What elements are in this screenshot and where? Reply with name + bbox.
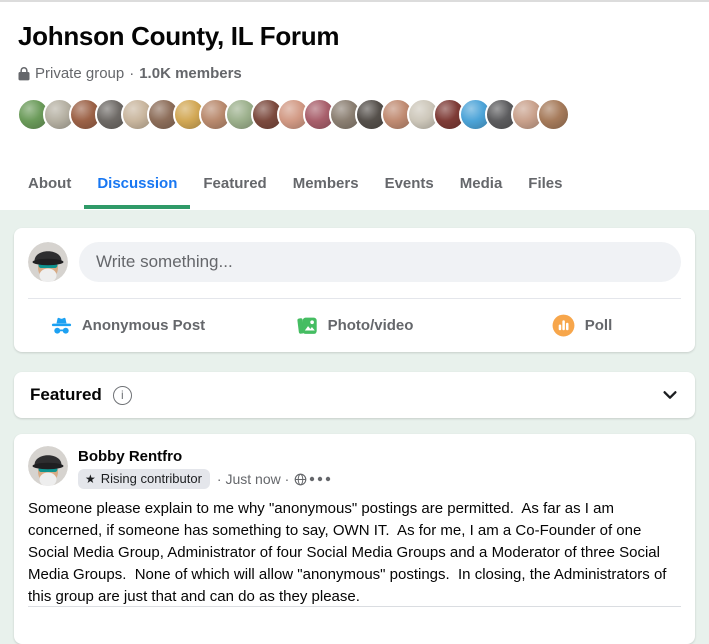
- timestamp-text: · Just now ·: [216, 471, 290, 487]
- tab-featured[interactable]: Featured: [203, 175, 267, 192]
- lock-icon: [18, 66, 30, 80]
- tab-discussion[interactable]: Discussion: [84, 162, 191, 209]
- photo-icon: [296, 317, 317, 334]
- poll-label: Poll: [584, 317, 613, 334]
- tab-media[interactable]: Media: [459, 175, 503, 192]
- chevron-down-icon: [663, 391, 677, 399]
- tab-files[interactable]: Files: [528, 175, 563, 192]
- featured-section: Featured i: [14, 372, 695, 418]
- tab-about[interactable]: About: [28, 175, 72, 192]
- write-something-input[interactable]: Write something...: [79, 242, 681, 282]
- group-meta: Private group · 1.0K members: [18, 65, 242, 82]
- ellipsis-icon: [310, 476, 331, 482]
- incognito-icon: [51, 317, 71, 334]
- member-avatar[interactable]: [537, 98, 570, 131]
- contributor-badge-label: Rising contributor: [100, 471, 202, 486]
- post-meta-row: ★ Rising contributor · Just now ·: [78, 469, 333, 489]
- post-composer: Write something... Anonymous Post Photo/…: [14, 228, 695, 352]
- member-facepile: [17, 98, 570, 131]
- post-header: Bobby Rentfro ★ Rising contributor · Jus…: [28, 446, 681, 489]
- post-timestamp[interactable]: · Just now ·: [217, 471, 307, 487]
- members-count: 1.0K members: [139, 65, 242, 82]
- page-title: Johnson County, IL Forum: [18, 21, 340, 51]
- anonymous-post-button[interactable]: Anonymous Post: [14, 299, 241, 352]
- privacy-label: Private group: [35, 65, 125, 82]
- post-divider: [28, 606, 681, 607]
- star-icon: ★: [85, 471, 96, 486]
- post-author-name[interactable]: Bobby Rentfro: [78, 448, 183, 465]
- featured-title: Featured: [30, 385, 102, 404]
- photo-video-button[interactable]: Photo/video: [241, 299, 468, 352]
- post-header-text: Bobby Rentfro ★ Rising contributor · Jus…: [78, 446, 333, 489]
- poll-button[interactable]: Poll: [468, 299, 695, 352]
- member-avatar[interactable]: [459, 98, 492, 131]
- user-avatar-image: [28, 242, 68, 282]
- tab-members[interactable]: Members: [292, 175, 359, 192]
- post: Bobby Rentfro ★ Rising contributor · Jus…: [14, 434, 695, 644]
- post-body-text: Someone please explain to me why "anonym…: [28, 500, 671, 605]
- meta-dot: ·: [129, 65, 135, 82]
- tab-bar: About Discussion Featured Members Events…: [15, 162, 575, 209]
- user-avatar-image: [28, 446, 68, 486]
- current-user-avatar[interactable]: [28, 242, 68, 282]
- member-avatar[interactable]: [277, 98, 310, 131]
- anonymous-post-label: Anonymous Post: [81, 317, 206, 334]
- group-header: Johnson County, IL Forum Private group ·…: [0, 2, 709, 210]
- info-icon[interactable]: i: [112, 385, 132, 405]
- composer-actions-row: Anonymous Post Photo/video Poll: [14, 299, 695, 352]
- poll-icon: [552, 314, 575, 337]
- composer-top-row: Write something...: [28, 242, 681, 282]
- post-author-avatar[interactable]: [28, 446, 68, 486]
- post-options-button[interactable]: [307, 472, 333, 486]
- globe-icon: [294, 473, 307, 485]
- contributor-badge: ★ Rising contributor: [78, 469, 210, 489]
- collapse-featured-button[interactable]: [661, 386, 679, 404]
- composer-divider: [28, 298, 681, 299]
- tab-events[interactable]: Events: [384, 175, 434, 192]
- photo-video-label: Photo/video: [327, 317, 414, 334]
